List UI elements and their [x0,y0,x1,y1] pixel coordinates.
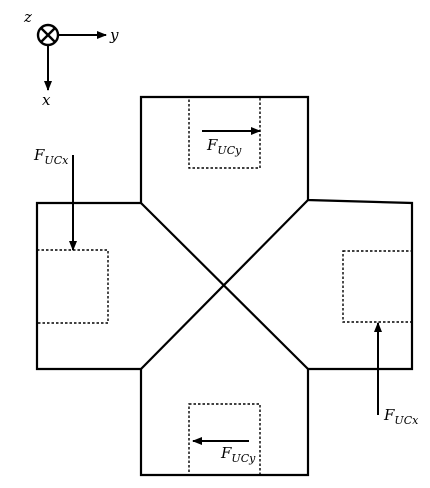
force-label-right: FUCx [383,406,419,427]
unit-cell-right [342,250,413,323]
force-label-left: FUCx [33,146,69,167]
z-axis-into-page-icon [36,23,60,47]
unit-cell-bottom [188,403,261,476]
force-label-top: FUCy [206,136,242,157]
z-axis-label: z [23,8,32,26]
y-axis-label: y [109,26,119,44]
x-axis-label: x [42,91,51,109]
unit-cell-left [36,249,109,324]
force-label-bottom: FUCy [220,444,256,465]
unit-cell-top [188,96,261,169]
coordinate-axes: z y x [23,8,119,109]
diagonal-line-b [140,199,309,370]
